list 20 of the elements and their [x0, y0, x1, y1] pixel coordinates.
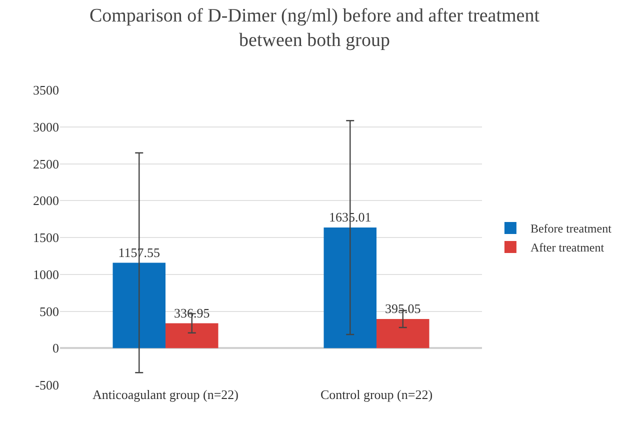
y-tick-label: 1500: [33, 230, 59, 246]
bar: [166, 323, 218, 348]
y-tick-label: 2500: [33, 156, 59, 172]
legend-label: Before treatment: [530, 222, 612, 236]
y-tick-label: 2000: [33, 193, 59, 208]
legend-label: After treatment: [530, 240, 605, 255]
bar: [376, 318, 430, 348]
bar: [324, 228, 376, 348]
x-tick-label: Control group (n=22): [320, 387, 433, 402]
y-tick-label: 0: [52, 340, 59, 356]
x-tick-label: Anticoagulant group (n=22): [92, 387, 238, 402]
chart-title: Comparison of D-Dimer (ng/ml) before and after treatment between both group: [89, 5, 540, 51]
y-tick-label: -500: [35, 378, 59, 393]
y-tick-label: 3000: [33, 119, 59, 134]
data-label: 336.95: [174, 305, 210, 320]
bar: [112, 262, 166, 348]
y-tick-label: 1000: [33, 266, 59, 282]
y-tick-label: 3500: [33, 82, 59, 98]
data-label: 395.05: [385, 300, 421, 316]
y-tick-label: 500: [40, 304, 59, 319]
